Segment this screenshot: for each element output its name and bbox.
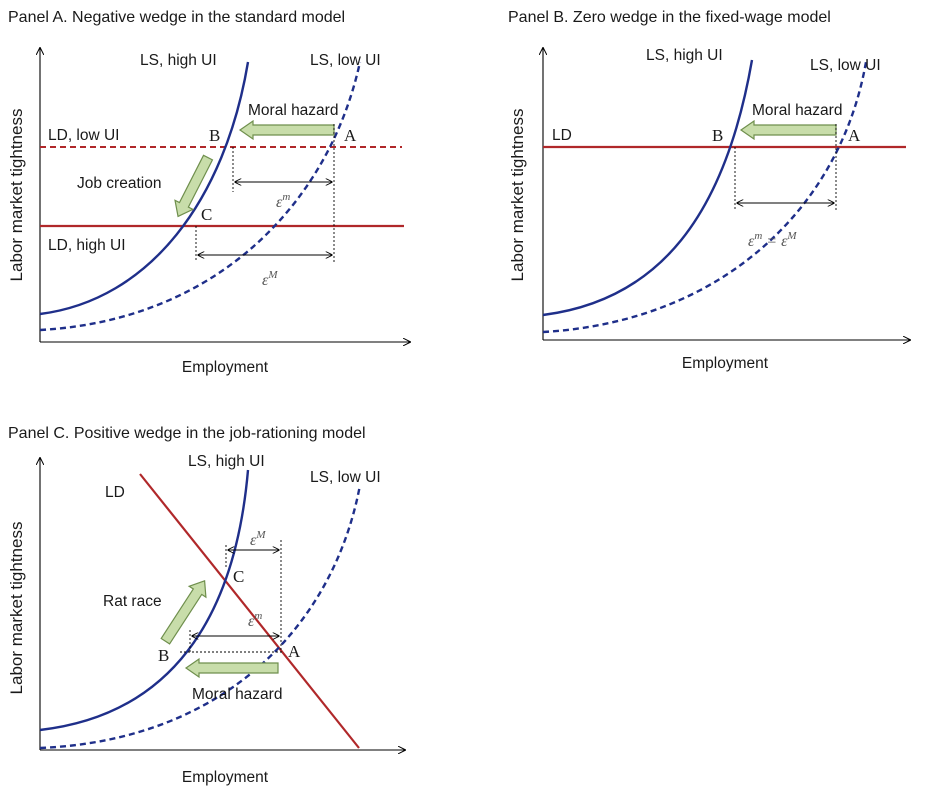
panel-c-point-b: B [158, 646, 169, 665]
panel-a-eps-m-label: εm [276, 191, 290, 211]
panel-b-ld-label: LD [552, 127, 572, 144]
panel-a-moral-hazard-arrow [238, 119, 335, 141]
panel-b-moral-hazard-label: Moral hazard [752, 102, 842, 119]
panel-a-xlabel: Employment [182, 359, 269, 376]
panel-c-ls-low-ui-curve [39, 484, 362, 750]
panel-b-point-b: B [712, 126, 723, 145]
panel-c-eps-m-label: εm [248, 610, 262, 630]
panel-b-ls-high-ui-curve [542, 59, 754, 317]
panel-b-title: Panel B. Zero wedge in the fixed-wage mo… [508, 9, 831, 26]
panel-c-moral-hazard-label: Moral hazard [192, 686, 282, 703]
panel-b-ls-high-label: LS, high UI [646, 47, 723, 64]
panel-a-point-a: A [344, 126, 357, 145]
panel-b-xlabel: Employment [682, 355, 769, 372]
panel-c-moral-hazard-arrow [184, 657, 279, 679]
panel-a-point-c: C [201, 205, 212, 224]
panel-c-ls-high-ui-curve [39, 469, 250, 732]
panel-c-xlabel: Employment [182, 769, 269, 786]
panel-c-point-a: A [288, 642, 301, 661]
panel-b: Panel B. Zero wedge in the fixed-wage mo… [508, 9, 910, 372]
panel-b-eps-label: εm = εM [748, 230, 797, 250]
panel-b-ylabel: Labor market tightness [508, 109, 527, 282]
panel-b-moral-hazard-arrow [739, 119, 837, 141]
panel-a-job-creation-label: Job creation [77, 175, 161, 192]
panel-c-rat-race-arrow [160, 579, 207, 645]
panel-c-ls-low-label: LS, low UI [310, 469, 381, 486]
panel-c-title: Panel C. Positive wedge in the job-ratio… [8, 425, 366, 442]
panel-a-ls-high-ui-curve [39, 61, 250, 316]
panel-a-eps-M-label: εM [262, 269, 278, 289]
panel-c-eps-M-label: εM [250, 529, 266, 549]
panel-a-ylabel: Labor market tightness [7, 109, 26, 282]
panel-b-ls-low-ui-curve [542, 61, 868, 334]
panel-c-ld-line [139, 473, 360, 749]
panel-c-ylabel: Labor market tightness [7, 522, 26, 695]
panel-c: Panel C. Positive wedge in the job-ratio… [7, 425, 405, 786]
panel-a-moral-hazard-label: Moral hazard [248, 102, 338, 119]
panel-b-point-a: A [848, 126, 861, 145]
panel-a-point-b: B [209, 126, 220, 145]
panel-c-ld-label: LD [105, 484, 125, 501]
panel-a-ls-low-ui-curve [39, 61, 362, 332]
panel-a-job-creation-arrow [174, 154, 214, 218]
panel-a-ls-high-label: LS, high UI [140, 52, 217, 69]
panel-a-title: Panel A. Negative wedge in the standard … [8, 9, 345, 26]
panel-a: Panel A. Negative wedge in the standard … [7, 9, 410, 376]
panel-c-rat-race-label: Rat race [103, 593, 162, 610]
panel-a-ld-high-label: LD, high UI [48, 237, 126, 254]
panel-c-ls-high-label: LS, high UI [188, 453, 265, 470]
panel-a-ls-low-label: LS, low UI [310, 52, 381, 69]
panel-a-ld-low-label: LD, low UI [48, 127, 120, 144]
panel-c-point-c: C [233, 567, 244, 586]
panel-b-ls-low-label: LS, low UI [810, 57, 881, 74]
